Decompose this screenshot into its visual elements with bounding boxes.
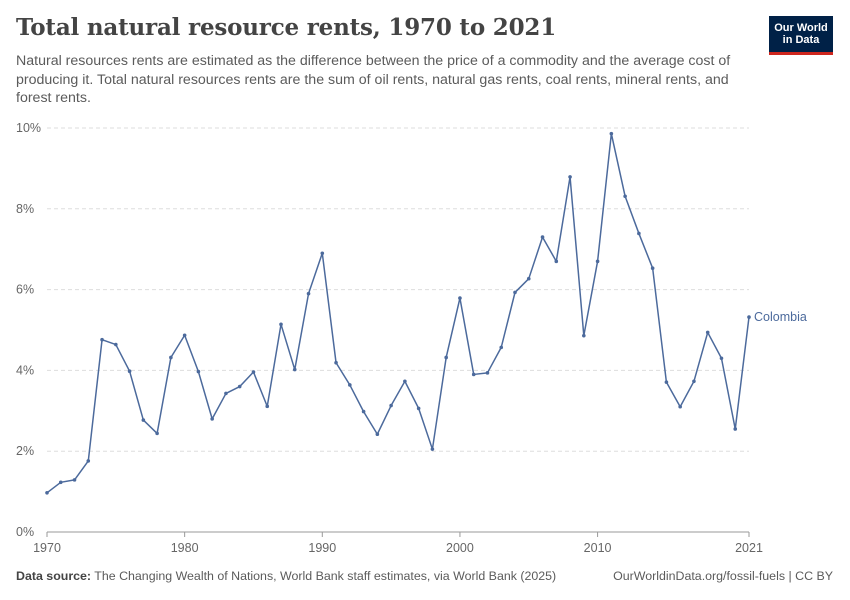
data-point[interactable] <box>375 432 380 437</box>
data-point[interactable] <box>389 403 393 408</box>
data-point[interactable] <box>623 194 627 199</box>
y-tick-label: 4% <box>16 363 34 377</box>
logo-line-2: in Data <box>782 34 820 46</box>
x-tick-label: 1980 <box>171 541 199 555</box>
data-point[interactable] <box>705 330 710 335</box>
data-point[interactable] <box>361 409 366 414</box>
data-point[interactable] <box>513 290 517 295</box>
y-tick-label: 2% <box>16 444 34 458</box>
data-source: Data source: The Changing Wealth of Nati… <box>16 569 556 583</box>
data-point[interactable] <box>348 383 352 387</box>
data-point[interactable] <box>155 431 159 436</box>
data-point[interactable] <box>747 315 751 319</box>
data-point[interactable] <box>403 379 407 384</box>
logo-line-1: Our World <box>774 21 828 34</box>
x-tick-label: 2010 <box>584 541 612 555</box>
data-point[interactable] <box>72 478 77 482</box>
y-tick-label: 8% <box>16 202 34 216</box>
y-tick-label: 0% <box>16 525 34 539</box>
data-point[interactable] <box>320 251 325 256</box>
data-point[interactable] <box>719 356 724 361</box>
data-point[interactable] <box>265 404 270 409</box>
data-point[interactable] <box>637 231 641 236</box>
footer-credit[interactable]: OurWorldinData.org/fossil-fuels | CC BY <box>613 569 833 583</box>
data-point[interactable] <box>45 491 49 495</box>
x-tick-label: 2021 <box>735 541 763 555</box>
data-point[interactable] <box>430 447 435 451</box>
data-point[interactable] <box>86 459 91 463</box>
footer: Data source: The Changing Wealth of Nati… <box>16 569 833 583</box>
x-tick-label: 1970 <box>33 541 61 555</box>
data-point[interactable] <box>292 367 297 372</box>
chart-title: Total natural resource rents, 1970 to 20… <box>16 14 557 41</box>
x-tick-label: 2000 <box>446 541 474 555</box>
data-point[interactable] <box>582 333 586 338</box>
series-line-colombia[interactable] <box>46 132 750 494</box>
data-point[interactable] <box>595 259 600 264</box>
axes: 0% 2% 4% 6% 8% 10% 1970 1980 1990 2000 2010 2021 <box>16 121 763 555</box>
data-point[interactable] <box>279 322 283 327</box>
data-point[interactable] <box>678 404 682 409</box>
data-point[interactable] <box>609 131 614 136</box>
data-point[interactable] <box>251 370 256 374</box>
series-label[interactable]: Colombia <box>754 310 807 324</box>
data-point[interactable] <box>127 369 132 374</box>
data-point[interactable] <box>416 406 421 411</box>
y-tick-label: 10% <box>16 121 41 135</box>
data-source-text[interactable]: The Changing Wealth of Nations, World Ba… <box>94 569 557 583</box>
chart-subtitle: Natural resources rents are estimated as… <box>16 53 731 106</box>
data-point[interactable] <box>169 355 173 360</box>
owid-logo[interactable]: Our World in Data <box>769 16 833 55</box>
data-point[interactable] <box>471 372 476 377</box>
data-point[interactable] <box>664 380 669 384</box>
data-point[interactable] <box>306 291 311 296</box>
data-point[interactable] <box>554 259 559 264</box>
data-point[interactable] <box>210 417 214 421</box>
data-source-label: Data source: <box>16 569 92 583</box>
y-tick-label: 6% <box>16 283 34 297</box>
data-point[interactable] <box>485 371 490 375</box>
data-point[interactable] <box>58 480 63 485</box>
data-point[interactable] <box>334 360 338 365</box>
data-point[interactable] <box>224 391 228 396</box>
data-point[interactable] <box>540 235 545 239</box>
data-point[interactable] <box>733 427 738 431</box>
data-point[interactable] <box>692 379 696 384</box>
data-point[interactable] <box>499 345 504 350</box>
data-point[interactable] <box>237 384 242 389</box>
data-point[interactable] <box>182 333 187 338</box>
data-point[interactable] <box>141 418 146 422</box>
data-point[interactable] <box>100 337 104 342</box>
data-point[interactable] <box>444 355 448 360</box>
data-point[interactable] <box>114 342 118 347</box>
data-point[interactable] <box>458 296 462 300</box>
data-point[interactable] <box>568 175 572 179</box>
data-point[interactable] <box>196 369 201 374</box>
data-point[interactable] <box>650 266 655 270</box>
series: Colombia <box>45 131 807 495</box>
x-tick-label: 1990 <box>308 541 336 555</box>
gridlines <box>47 127 749 452</box>
data-point[interactable] <box>526 276 531 281</box>
